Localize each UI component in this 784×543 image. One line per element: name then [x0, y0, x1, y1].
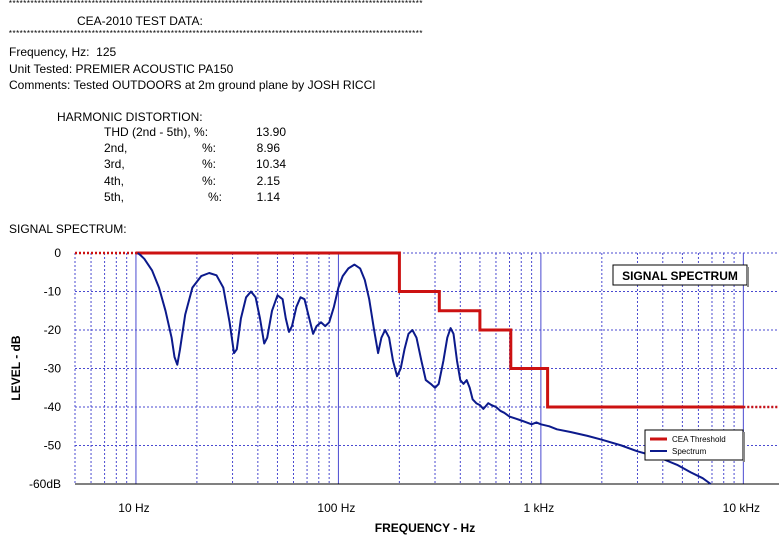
y-axis-title: LEVEL - dB — [9, 335, 23, 400]
harmonic-row-unit: %: — [208, 190, 223, 204]
harmonic-row-unit: %: — [202, 174, 217, 188]
harmonic-row: 2nd,%: 8.96 — [104, 141, 294, 155]
x-tick-label: 1 kHz — [524, 501, 555, 515]
unit-tested-line: Unit Tested: PREMIER ACOUSTIC PA150 — [9, 62, 234, 76]
harmonic-row-value: 8.96 — [256, 141, 280, 155]
header-rule-top: ****************************************… — [8, 0, 423, 9]
report-title: CEA-2010 TEST DATA: — [77, 14, 203, 28]
legend-box — [644, 429, 744, 461]
harmonic-row-name: 4th, — [104, 174, 125, 188]
chart-title-shadow — [747, 267, 749, 287]
spectrum-line — [137, 252, 712, 485]
harmonic-row-name: 2nd, — [104, 141, 128, 155]
x-tick-label: 10 Hz — [118, 501, 149, 515]
frequency-line: Frequency, Hz: 125 — [9, 45, 117, 59]
chart-svg: 0 -10 -20 -30 -40 -50 -60dB 10 Hz 100 Hz 1 kHz 10 … — [9, 246, 779, 535]
y-tick-label: -30 — [44, 362, 62, 376]
harmonic-heading: HARMONIC DISTORTION: — [57, 110, 203, 124]
x-tick-label: 10 kHz — [723, 501, 760, 515]
harmonic-row-value: 2.15 — [256, 174, 280, 188]
harmonic-row-value: 13.90 — [256, 125, 287, 139]
comments-line: Comments: Tested OUTDOORS at 2m ground p… — [9, 78, 376, 92]
harmonic-row-name: 3rd, — [104, 157, 125, 171]
y-tick-label: -10 — [44, 285, 62, 299]
harmonic-row: THD (2nd - 5th), %: 13.90 — [104, 125, 294, 139]
harmonic-row-name: 5th, — [104, 190, 125, 204]
harmonic-row-value: 1.14 — [256, 190, 280, 204]
spectrum-heading: SIGNAL SPECTRUM: — [9, 222, 127, 236]
legend-label-spectrum: Spectrum — [672, 447, 707, 456]
harmonic-row-name: THD (2nd - 5th), %: — [104, 125, 209, 139]
signal-spectrum-chart: 0 -10 -20 -30 -40 -50 -60dB 10 Hz 100 Hz 1 kHz 10 … — [0, 240, 784, 543]
harmonic-row: 4th,%: 2.15 — [104, 174, 294, 188]
threshold-line — [135, 251, 744, 409]
header-rule-bottom: ****************************************… — [8, 30, 423, 39]
chart-title: SIGNAL SPECTRUM — [622, 269, 738, 283]
legend-shadow — [743, 432, 745, 462]
y-tick-label: -60dB — [29, 477, 61, 491]
harmonic-row-value: 10.34 — [256, 157, 287, 171]
y-tick-label: -40 — [44, 400, 62, 414]
y-tick-label: -50 — [44, 439, 62, 453]
harmonic-row: 5th,%: 1.14 — [104, 190, 294, 204]
legend-label-threshold: CEA Threshold — [672, 435, 726, 444]
x-tick-label: 100 Hz — [317, 501, 355, 515]
y-tick-label: 0 — [54, 246, 61, 260]
y-tick-label: -20 — [44, 323, 62, 337]
harmonic-row: 3rd,%: 10.34 — [104, 157, 294, 171]
harmonic-row-unit: %: — [202, 141, 217, 155]
x-axis-title: FREQUENCY - Hz — [375, 521, 475, 535]
harmonic-row-unit: %: — [202, 157, 217, 171]
